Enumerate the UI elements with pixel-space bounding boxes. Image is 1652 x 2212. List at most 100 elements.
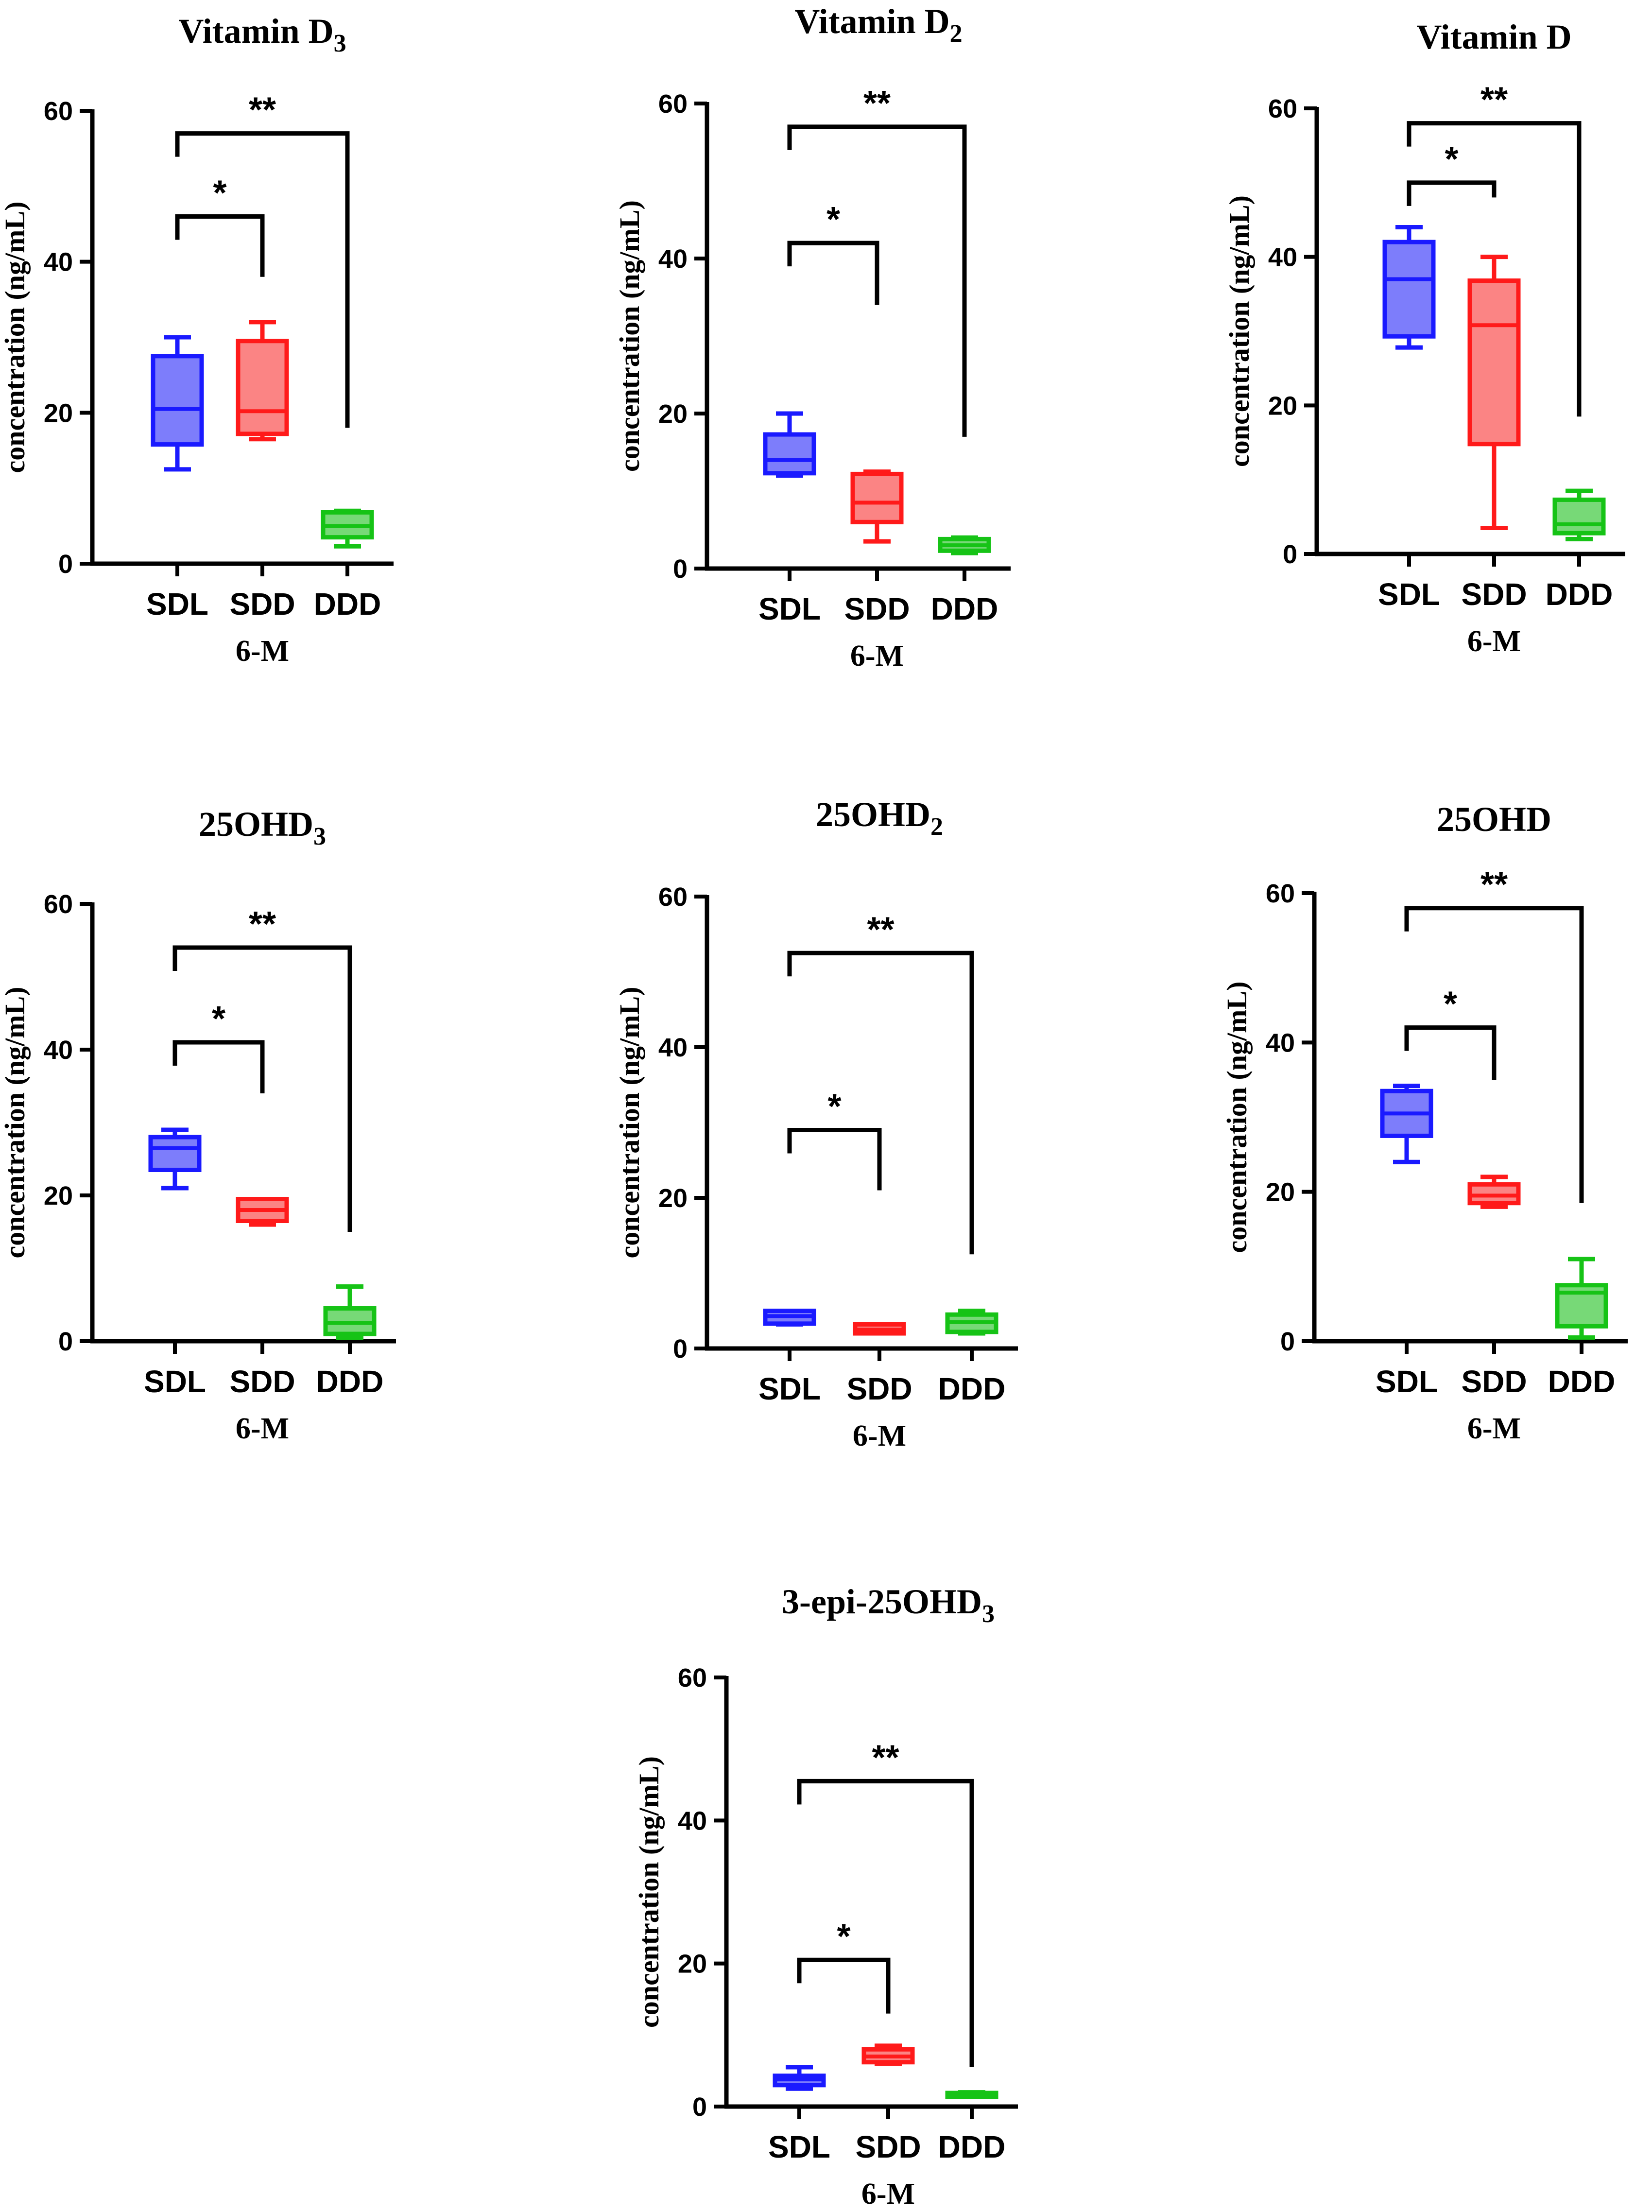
significance-line — [797, 1779, 974, 2068]
panel-title-subscript: 3 — [982, 1600, 995, 1628]
x-category-label: SDD — [855, 2129, 921, 2164]
panel-title-subscript: 3 — [334, 30, 346, 57]
significance-label: ** — [1480, 865, 1508, 904]
panel-title-subscript: 3 — [313, 823, 326, 850]
y-tick-label: 0 — [673, 554, 688, 584]
box-sdd — [861, 2043, 915, 2066]
significance-label: * — [837, 1917, 850, 1956]
y-tick-label: 0 — [1283, 540, 1297, 569]
panel-title: Vitamin D — [1416, 17, 1571, 56]
panel-title: 25OHD3 — [199, 805, 326, 850]
box-iqr — [1467, 278, 1521, 447]
significance-bracket: ** — [1407, 81, 1582, 417]
y-tick-label: 20 — [1266, 1178, 1295, 1207]
panel-title-main: Vitamin D — [794, 2, 949, 41]
y-axis-title: concentration (ng/mL) — [0, 202, 31, 473]
box-iqr — [1552, 497, 1606, 536]
x-category-label: DDD — [938, 1371, 1006, 1406]
y-axis-title: concentration (ng/mL) — [633, 1756, 665, 2028]
chart-panel-1: Vitamin D3 0 20 40 60 SDL SDD DDD 6-M concentrati… — [0, 12, 394, 668]
y-tick-label: 20 — [678, 1950, 707, 1979]
box-sdl — [763, 1309, 816, 1327]
significance-bracket: * — [172, 1000, 265, 1093]
y-tick-label: 20 — [1268, 391, 1297, 420]
box-ddd — [1552, 488, 1606, 541]
significance-line — [787, 950, 974, 1255]
box-sdd — [850, 469, 904, 544]
significance-bracket: * — [787, 1088, 882, 1191]
x-axis-title: 6-M — [1467, 625, 1521, 658]
y-tick-label: 60 — [1268, 94, 1297, 123]
chart-panel-4: 25OHD3 0 20 40 60 SDL SDD DDD 6-M concentration (… — [0, 805, 396, 1445]
x-category-label: SDD — [229, 587, 295, 622]
y-tick-label: 20 — [658, 1184, 688, 1213]
y-axis-title: concentration (ng/mL) — [614, 987, 645, 1259]
significance-label: ** — [249, 91, 276, 130]
y-axis-title: concentration (ng/mL) — [1221, 982, 1253, 1253]
box-iqr — [850, 471, 904, 524]
y-tick-label: 60 — [44, 97, 73, 126]
chart-panel-7: 3-epi-25OHD3 0 20 40 60 SDL SDD DDD 6-M concentra… — [633, 1582, 1018, 2211]
panel-title-main: Vitamin D — [1416, 17, 1571, 56]
significance-line — [797, 1957, 891, 2014]
box-iqr — [763, 432, 816, 476]
significance-label: ** — [249, 905, 276, 944]
y-tick-label: 40 — [44, 1036, 73, 1065]
x-category-label: SDL — [758, 1371, 821, 1406]
significance-bracket: * — [1407, 140, 1497, 206]
x-category-label: SDL — [1378, 577, 1440, 612]
x-category-label: SDL — [758, 591, 821, 626]
y-tick-label: 60 — [658, 882, 688, 912]
y-tick-label: 0 — [692, 2092, 707, 2122]
significance-label: ** — [863, 84, 891, 123]
box-ddd — [945, 2090, 998, 2099]
panel-title-main: Vitamin D — [178, 12, 333, 51]
x-category-label: DDD — [1546, 577, 1613, 612]
significance-line — [787, 241, 879, 305]
y-tick-label: 40 — [1266, 1028, 1295, 1057]
x-axis-title: 6-M — [1467, 1412, 1521, 1445]
panel-title-main: 25OHD — [1437, 800, 1551, 839]
panel-title-main: 25OHD — [199, 805, 313, 844]
significance-line — [1407, 180, 1497, 206]
x-axis-title: 6-M — [861, 2177, 915, 2211]
y-axis-title: concentration (ng/mL) — [614, 200, 645, 472]
x-category-label: DDD — [316, 1364, 384, 1399]
box-sdd — [236, 1197, 289, 1227]
box-sdd — [1467, 255, 1521, 531]
significance-line — [175, 131, 350, 428]
y-tick-label: 20 — [44, 1181, 73, 1210]
chart-panel-3: Vitamin D 0 20 40 60 SDL SDD DDD 6-M concentratio… — [1223, 17, 1625, 658]
significance-line — [1404, 1025, 1497, 1080]
box-iqr — [151, 354, 204, 447]
panel-title: Vitamin D3 — [178, 12, 346, 57]
y-tick-label: 0 — [673, 1334, 688, 1364]
x-category-label: DDD — [938, 2129, 1006, 2164]
y-tick-label: 0 — [58, 1327, 73, 1356]
significance-line — [172, 945, 352, 1232]
significance-bracket: ** — [797, 1738, 974, 2068]
significance-line — [172, 1040, 265, 1093]
y-tick-label: 40 — [658, 1033, 688, 1062]
panel-title: 3-epi-25OHD3 — [782, 1582, 995, 1628]
x-category-label: SDL — [768, 2129, 830, 2164]
chart-panel-6: 25OHD 0 20 40 60 SDL SDD DDD 6-M concentration (n… — [1221, 800, 1628, 1445]
y-tick-label: 60 — [44, 890, 73, 919]
box-iqr — [148, 1135, 202, 1172]
significance-bracket: * — [175, 173, 265, 277]
significance-label: * — [827, 1088, 841, 1126]
panel-title-subscript: 2 — [950, 20, 963, 48]
significance-bracket: ** — [172, 905, 352, 1232]
panel-title: Vitamin D2 — [794, 2, 962, 48]
significance-label: ** — [1480, 81, 1508, 120]
x-category-label: SDL — [1376, 1364, 1438, 1399]
x-axis-title: 6-M — [850, 639, 904, 673]
x-category-label: SDD — [1461, 577, 1527, 612]
y-tick-label: 40 — [1268, 243, 1297, 272]
box-iqr — [1382, 240, 1436, 339]
x-axis-title: 6-M — [853, 1419, 906, 1452]
box-iqr — [236, 339, 289, 436]
y-tick-label: 20 — [44, 398, 73, 428]
